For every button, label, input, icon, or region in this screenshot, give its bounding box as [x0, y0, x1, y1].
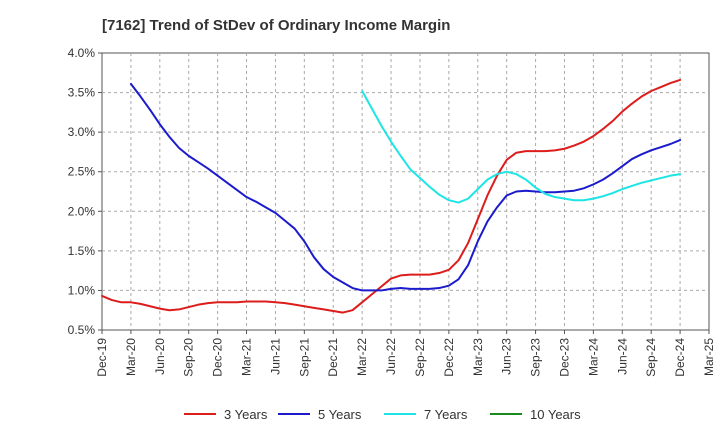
series-line-3-years	[101, 78, 682, 314]
x-tick-label: Jun-23	[500, 338, 514, 375]
legend-label-3-years: 3 Years	[224, 407, 268, 422]
legend-label-5-years: 5 Years	[318, 407, 362, 422]
x-tick-label: Mar-25	[702, 338, 716, 376]
y-tick-label: 0.5%	[68, 323, 96, 337]
legend-label-10-years: 10 Years	[530, 407, 581, 422]
x-tick-label: Mar-22	[355, 338, 369, 376]
x-axis-ticks: Dec-19 Mar-20 Jun-20 Sep-20 Dec-20 Mar-21 Jun-…	[95, 330, 716, 377]
x-tick-label: Sep-23	[529, 338, 543, 377]
y-tick-label: 3.5%	[68, 86, 96, 100]
x-tick-label: Jun-21	[268, 338, 282, 375]
x-tick-label: Dec-23	[557, 338, 571, 377]
x-tick-label: Dec-24	[673, 338, 687, 377]
y-tick-label: 2.5%	[68, 165, 96, 179]
x-tick-label: Dec-19	[95, 338, 109, 377]
x-tick-label: Dec-21	[326, 338, 340, 377]
x-tick-label: Sep-24	[644, 338, 658, 377]
x-tick-label: Jun-24	[615, 338, 629, 375]
series-lines	[101, 78, 682, 314]
y-tick-label: 2.0%	[68, 204, 96, 218]
y-tick-label: 4.0%	[68, 46, 96, 60]
x-tick-label: Dec-20	[211, 338, 225, 377]
series-line-7-years	[361, 89, 682, 204]
x-tick-label: Sep-21	[297, 338, 311, 377]
gridlines	[102, 53, 709, 330]
x-tick-label: Sep-22	[413, 338, 427, 377]
x-tick-label: Mar-24	[586, 338, 600, 376]
x-tick-label: Mar-20	[124, 338, 138, 376]
legend-label-7-years: 7 Years	[424, 407, 468, 422]
x-tick-label: Jun-22	[384, 338, 398, 375]
legend: 3 Years 5 Years 7 Years 10 Years	[184, 407, 581, 422]
x-tick-label: Sep-20	[182, 338, 196, 377]
chart-title: [7162] Trend of StDev of Ordinary Income…	[102, 17, 450, 34]
x-tick-label: Mar-23	[471, 338, 485, 376]
y-tick-label: 3.0%	[68, 125, 96, 139]
x-tick-label: Dec-22	[442, 338, 456, 377]
x-tick-label: Jun-20	[153, 338, 167, 375]
plot-area	[101, 52, 710, 331]
y-tick-label: 1.5%	[68, 244, 96, 258]
y-axis-ticks: 0.5% 1.0% 1.5% 2.0% 2.5% 3.0% 3.5% 4.0%	[68, 46, 102, 337]
y-tick-label: 1.0%	[68, 283, 96, 297]
series-line-5-years	[129, 82, 682, 292]
x-tick-label: Mar-21	[240, 338, 254, 376]
